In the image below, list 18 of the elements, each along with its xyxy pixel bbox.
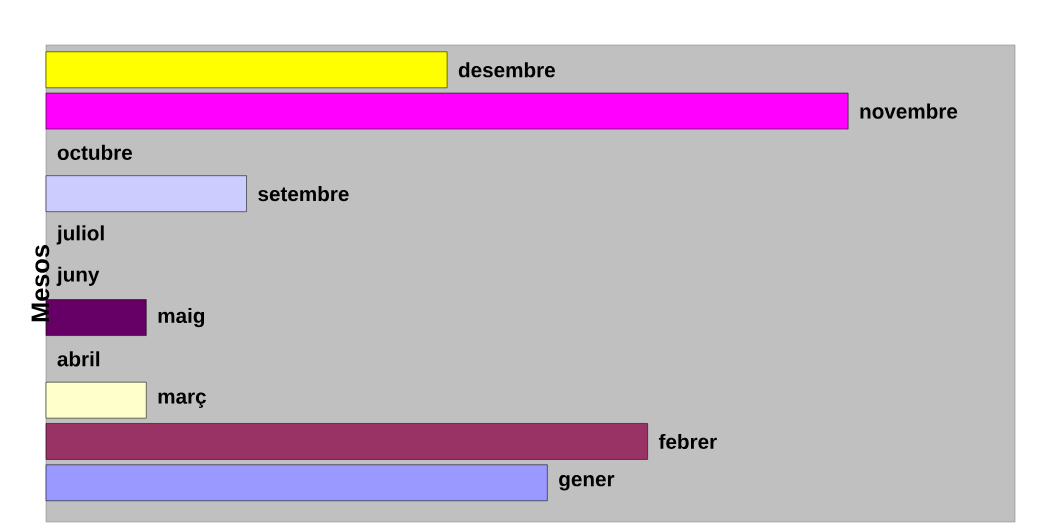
bar	[45, 464, 548, 502]
y-tick-label: juliol	[56, 225, 104, 245]
bar	[45, 381, 147, 419]
bar	[45, 175, 247, 212]
y-tick-label: maig	[158, 307, 205, 328]
y-tick-label: febrer	[658, 433, 717, 450]
bar	[45, 51, 448, 89]
y-tick-label: desembre	[458, 62, 555, 78]
bar	[45, 423, 648, 460]
y-tick-label: novembre	[860, 103, 958, 119]
bar	[45, 92, 849, 130]
y-axis-title: Mesos	[31, 245, 50, 322]
y-tick-label: octubre	[57, 144, 133, 160]
y-tick-label: gener	[559, 475, 615, 491]
y-tick-label: abril	[57, 351, 100, 367]
y-tick-label: setembre	[258, 186, 349, 202]
y-tick-label: juny	[56, 266, 100, 286]
y-tick-label: març	[158, 392, 206, 408]
